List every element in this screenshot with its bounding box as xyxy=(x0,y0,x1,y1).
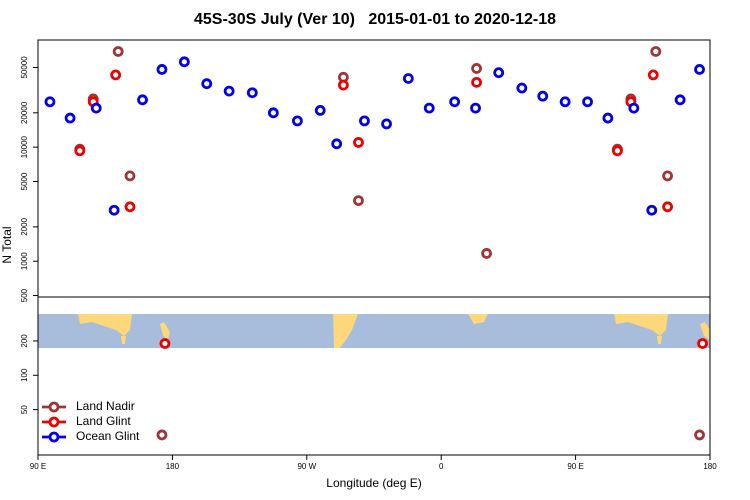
x-tick-label: 0 xyxy=(439,462,444,471)
x-tick-label: 180 xyxy=(166,462,180,471)
point xyxy=(124,170,136,182)
x-axis-title: Longitude (deg E) xyxy=(326,476,421,490)
point xyxy=(650,46,662,57)
y-tick-label: 500 xyxy=(20,288,29,302)
point xyxy=(423,102,435,114)
point xyxy=(674,94,686,106)
point xyxy=(662,201,673,213)
point xyxy=(291,115,303,127)
point xyxy=(697,338,708,349)
point xyxy=(582,96,593,108)
ocean-background xyxy=(38,314,710,348)
x-tick-label: 180 xyxy=(703,462,717,471)
plot-frame xyxy=(37,39,711,456)
point xyxy=(481,248,492,259)
x-tick-label: 90 W xyxy=(297,462,316,471)
land xyxy=(657,336,662,344)
x-tick-label: 90 E xyxy=(567,462,583,471)
point xyxy=(402,73,414,84)
point xyxy=(662,170,673,182)
point xyxy=(353,195,364,206)
y-tick-label: 2000 xyxy=(20,217,29,235)
point xyxy=(612,145,623,157)
land xyxy=(78,314,132,336)
point xyxy=(156,64,168,75)
map-strip xyxy=(38,314,710,348)
point xyxy=(493,67,505,79)
point xyxy=(112,46,124,57)
point xyxy=(694,64,705,75)
y-tick-label: 50000 xyxy=(20,56,29,79)
y-axis-title: N Total xyxy=(0,226,14,263)
point xyxy=(516,82,528,94)
point xyxy=(124,201,136,213)
y-tick-label: 5000 xyxy=(20,172,29,190)
point xyxy=(602,112,614,124)
legend-marker xyxy=(48,401,60,413)
point xyxy=(159,338,171,349)
point xyxy=(64,112,76,124)
point xyxy=(359,115,370,127)
point xyxy=(156,429,168,441)
point xyxy=(314,105,326,116)
legend-label: Ocean Glint xyxy=(76,429,140,443)
land xyxy=(160,322,170,340)
land xyxy=(700,322,710,340)
point xyxy=(74,145,86,157)
point xyxy=(178,56,190,68)
legend-label: Land Nadir xyxy=(76,399,135,413)
y-tick-label: 50 xyxy=(20,405,29,414)
legend-label: Land Glint xyxy=(76,414,131,428)
land xyxy=(614,314,668,336)
point xyxy=(381,118,392,130)
point xyxy=(647,69,659,81)
y-tick-label: 1000 xyxy=(20,252,29,270)
point xyxy=(246,87,258,99)
point xyxy=(201,78,213,90)
point xyxy=(108,204,120,216)
point xyxy=(353,137,364,148)
y-tick-label: 10000 xyxy=(20,135,29,158)
point xyxy=(537,90,549,102)
legend-marker xyxy=(48,431,60,443)
point xyxy=(223,85,235,97)
legend-marker xyxy=(48,416,60,428)
y-tick-label: 100 xyxy=(20,368,29,382)
land xyxy=(468,314,488,324)
point xyxy=(471,63,482,74)
point xyxy=(471,76,482,88)
point xyxy=(559,96,571,108)
x-tick-label: 90 E xyxy=(30,462,46,471)
point xyxy=(137,94,148,106)
land xyxy=(333,314,358,348)
point xyxy=(449,96,461,108)
point xyxy=(628,102,640,114)
point xyxy=(44,96,56,108)
point xyxy=(646,204,658,216)
point xyxy=(337,79,349,91)
chart-title: 45S-30S July (Ver 10) 2015-01-01 to 2020… xyxy=(194,11,556,28)
point xyxy=(110,69,122,81)
point xyxy=(331,138,343,150)
land xyxy=(121,336,126,344)
point xyxy=(694,429,705,441)
y-tick-label: 20000 xyxy=(20,101,29,124)
point xyxy=(470,102,481,114)
point xyxy=(90,102,102,114)
point xyxy=(267,107,279,119)
y-tick-label: 200 xyxy=(20,334,29,348)
